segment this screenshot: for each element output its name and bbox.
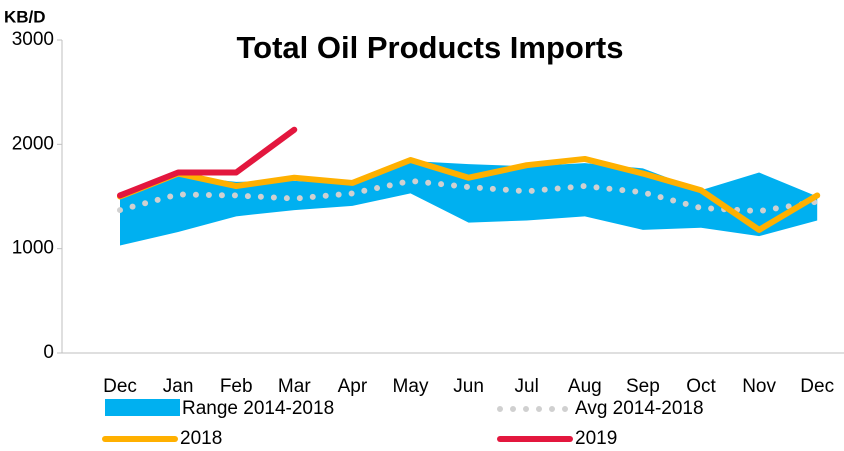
y-axis-label: KB/D bbox=[4, 7, 46, 26]
x-tick-label: Nov bbox=[742, 376, 776, 397]
series-line bbox=[117, 126, 298, 199]
x-tick-label: May bbox=[393, 376, 429, 397]
legend-label: 2018 bbox=[180, 428, 222, 449]
x-tick-label: Oct bbox=[686, 376, 716, 397]
legend-label: 2019 bbox=[575, 428, 617, 449]
legend-swatch bbox=[105, 399, 180, 416]
series-line bbox=[117, 155, 821, 233]
y-tick-label: 3000 bbox=[12, 29, 54, 50]
x-tick-label: Jun bbox=[453, 376, 484, 397]
y-tick-label: 0 bbox=[43, 342, 54, 363]
x-tick-label: Dec bbox=[103, 376, 137, 397]
x-tick-label: Mar bbox=[278, 376, 311, 397]
x-tick-label: Feb bbox=[220, 376, 253, 397]
x-tick-label: Aug bbox=[568, 376, 602, 397]
legend-label: Avg 2014-2018 bbox=[575, 398, 704, 419]
series-line bbox=[117, 177, 821, 215]
range-area bbox=[120, 161, 818, 246]
legend-label: Range 2014-2018 bbox=[182, 398, 334, 419]
y-tick-label: 1000 bbox=[12, 238, 54, 259]
x-tick-label: Sep bbox=[626, 376, 660, 397]
x-tick-label: Jan bbox=[163, 376, 194, 397]
chart-title: Total Oil Products Imports bbox=[237, 30, 624, 65]
x-tick-label: Dec bbox=[800, 376, 834, 397]
x-tick-label: Jul bbox=[515, 376, 539, 397]
x-tick-label: Apr bbox=[338, 376, 368, 397]
y-tick-label: 2000 bbox=[12, 133, 54, 154]
